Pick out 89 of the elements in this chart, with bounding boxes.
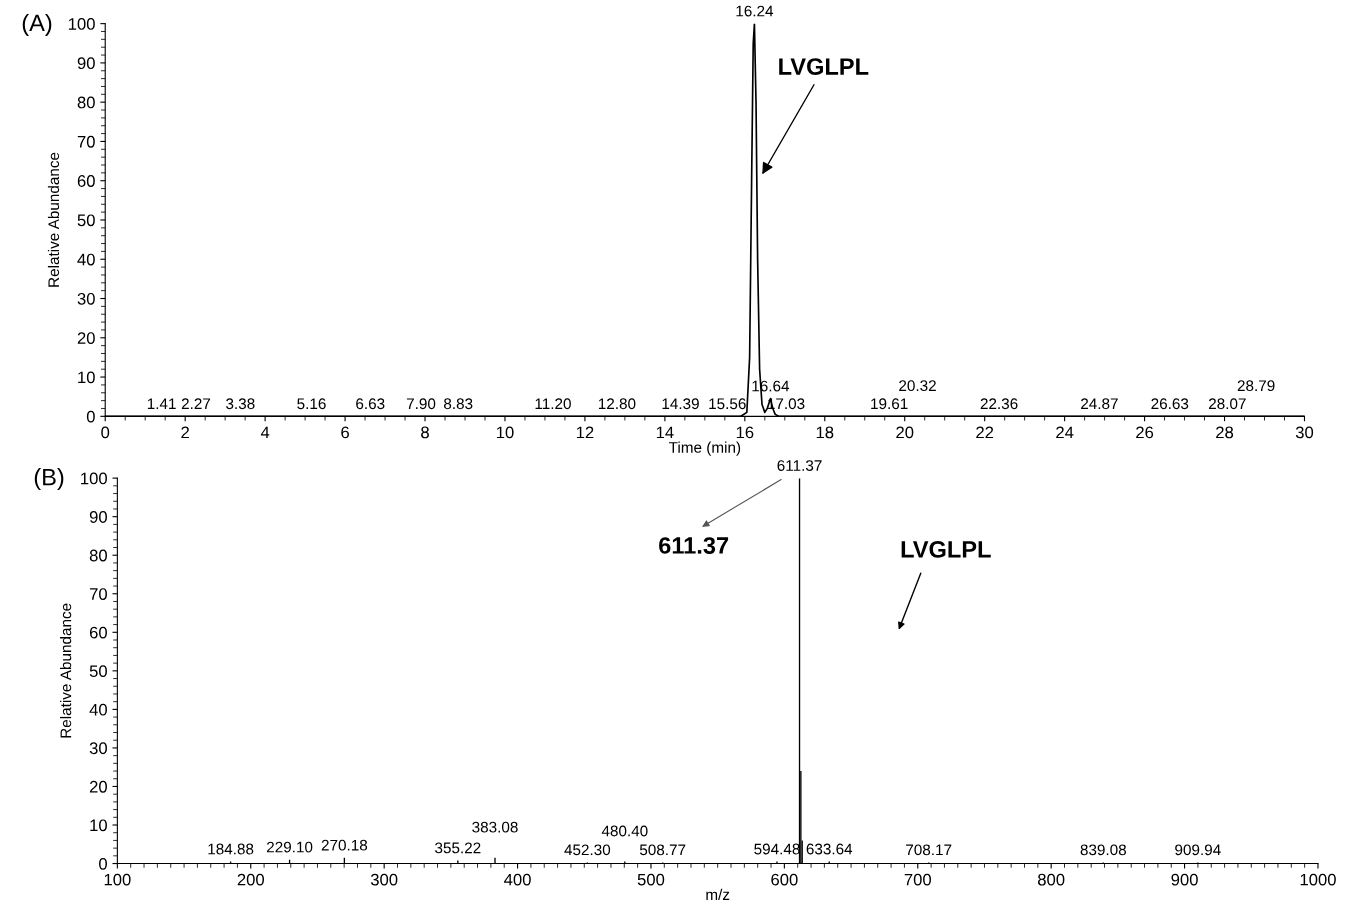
y-tick-label: 40	[77, 253, 95, 266]
annotation: 2.27	[181, 398, 211, 409]
annotation: 383.08	[472, 821, 518, 833]
y-tick-label: 20	[89, 780, 107, 793]
annotation: 480.40	[601, 825, 648, 837]
annotation: 3.38	[226, 398, 255, 410]
annotation: 6.63	[356, 398, 385, 410]
x-tick-label: 18	[816, 426, 834, 439]
y-tick-label: 80	[77, 96, 95, 109]
chart-title: (A)	[22, 13, 52, 36]
annotation: 16.24	[736, 5, 774, 17]
annotation: 611.37	[659, 537, 729, 554]
x-tick-label: 700	[904, 873, 932, 886]
annotation: 28.79	[1237, 380, 1275, 392]
x-axis-title: m/z	[706, 888, 730, 901]
annotation: 1.41	[147, 398, 176, 409]
annotation: 11.20	[535, 398, 571, 410]
y-tick-label: 70	[89, 588, 107, 600]
annotation: 24.87	[1081, 398, 1118, 410]
annotation: 12.80	[598, 398, 636, 410]
y-tick-label: 20	[77, 332, 95, 344]
x-tick-label: 200	[237, 873, 265, 886]
annotation: 15.56	[709, 398, 746, 410]
y-tick-label: 90	[89, 511, 107, 523]
annotation: 452.30	[564, 844, 611, 856]
annotation: 229.10	[266, 841, 313, 853]
x-tick-label: 100	[104, 873, 131, 886]
x-tick-label: 6	[341, 426, 349, 439]
annotation: 594.48	[754, 843, 800, 855]
annotation: 508.77	[639, 844, 686, 856]
annotation: 14.39	[662, 398, 699, 410]
x-tick-label: 1000	[1300, 873, 1336, 886]
annotation: 26.63	[1151, 398, 1189, 410]
y-axis-title: Relative Abundance	[47, 152, 60, 287]
y-tick-label: 10	[78, 371, 95, 384]
x-tick-label: 12	[576, 426, 594, 439]
x-tick-label: 600	[771, 873, 798, 886]
y-tick-label: 70	[77, 135, 95, 148]
y-tick-label: 80	[89, 549, 107, 562]
annotation: 611.37	[777, 460, 822, 471]
annotation: 633.64	[806, 843, 853, 855]
x-tick-label: 4	[260, 426, 270, 439]
y-tick-label: 0	[99, 857, 107, 870]
annotation: 5.16	[297, 398, 326, 410]
x-tick-label: 16	[736, 426, 754, 439]
annotation: 708.17	[906, 844, 952, 856]
annotation: 8.83	[444, 398, 473, 410]
x-tick-label: 14	[656, 426, 674, 439]
y-tick-label: 30	[89, 742, 107, 755]
annotation: 7.90	[406, 398, 436, 410]
annotation: 20.32	[899, 380, 936, 392]
x-tick-label: 8	[421, 426, 429, 439]
x-tick-label: 26	[1136, 426, 1154, 439]
annotation: 28.07	[1208, 398, 1246, 410]
y-tick-label: 100	[81, 472, 107, 485]
annotation: 839.08	[1080, 844, 1127, 856]
x-tick-label: 10	[496, 426, 514, 439]
x-tick-label: 2	[181, 426, 189, 439]
x-tick-label: 400	[504, 873, 531, 886]
chart-title: (B)	[34, 468, 64, 491]
x-tick-label: 24	[1056, 426, 1074, 439]
y-tick-label: 50	[77, 214, 95, 227]
annotation: 184.88	[208, 843, 254, 855]
y-axis-title: Relative Abundance	[60, 603, 72, 738]
x-tick-label: 300	[370, 873, 398, 886]
annotation: 19.61	[871, 398, 908, 410]
y-tick-label: 0	[86, 410, 95, 423]
x-tick-label: 20	[896, 426, 914, 439]
y-tick-label: 60	[89, 626, 107, 639]
annotation: 909.94	[1175, 844, 1221, 856]
y-tick-label: 60	[77, 175, 95, 187]
x-tick-label: 22	[976, 426, 994, 439]
y-tick-label: 40	[89, 703, 107, 716]
annotation: LVGLPL	[901, 540, 991, 558]
annotation: 355.22	[435, 842, 481, 854]
y-tick-label: 90	[77, 57, 95, 70]
annotation: 270.18	[321, 839, 368, 851]
x-tick-label: 500	[637, 873, 665, 886]
y-tick-label: 10	[90, 819, 107, 832]
x-tick-label: 28	[1216, 426, 1234, 439]
y-tick-label: 30	[77, 292, 95, 305]
annotation: LVGLPL	[779, 58, 869, 75]
annotation: 22.36	[980, 398, 1018, 410]
x-tick-label: 800	[1037, 873, 1065, 886]
x-tick-label: 30	[1295, 426, 1314, 439]
x-tick-label: 900	[1171, 873, 1198, 886]
y-tick-label: 100	[68, 18, 95, 30]
x-axis-title: Time (min)	[668, 441, 741, 456]
y-tick-label: 50	[89, 665, 107, 678]
